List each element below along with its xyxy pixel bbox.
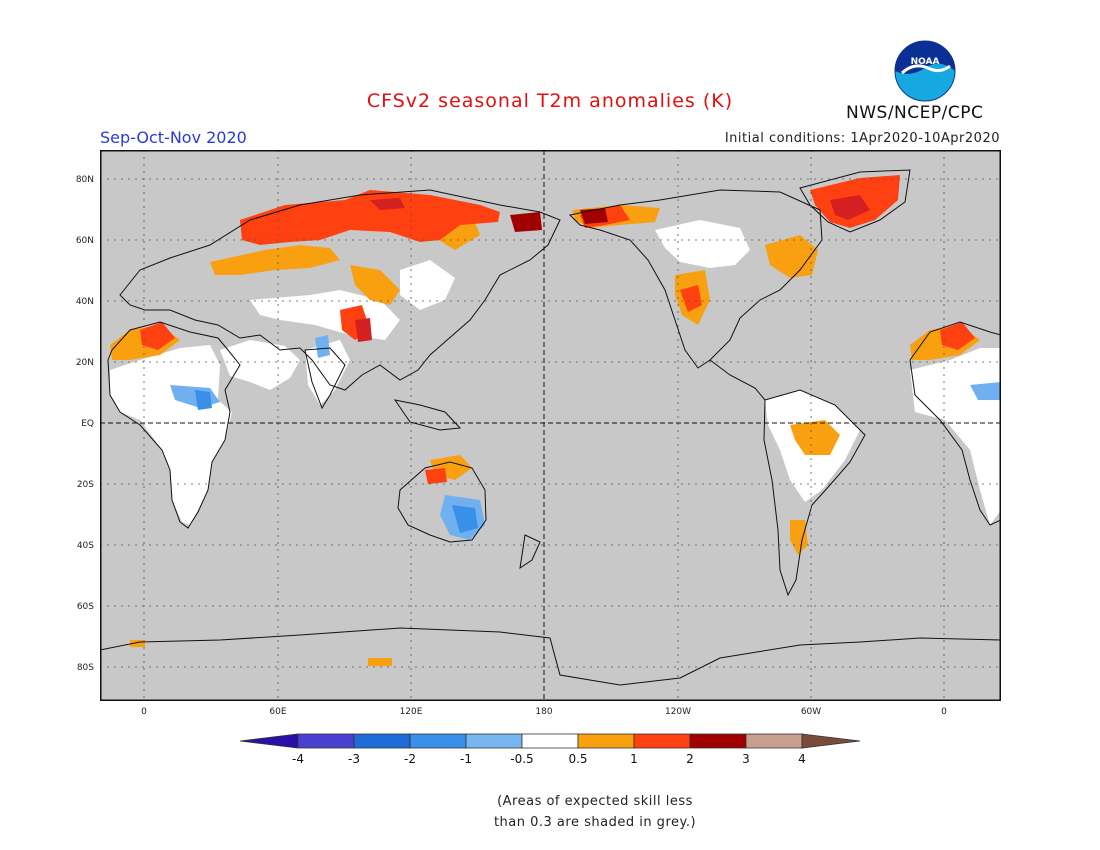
colorbar-label: 3 (742, 752, 750, 766)
footnote-line-2: than 0.3 are shaded in grey.) (493, 815, 697, 830)
colorbar-bin (633, 733, 691, 749)
colorbar-bin (465, 733, 523, 749)
colorbar-label: -3 (348, 752, 360, 766)
colorbar-arrow-right (801, 733, 861, 749)
colorbar-bin (353, 733, 411, 749)
footnote-line-1: (Areas of expected skill less (497, 794, 693, 809)
organization-label: NWS/NCEP/CPC (846, 103, 984, 123)
lat-label-60s: 60S (76, 602, 94, 612)
season-label: Sep-Oct-Nov 2020 (100, 128, 247, 147)
colorbar-label: -4 (292, 752, 304, 766)
lat-label-eq: EQ (81, 419, 94, 429)
colorbar-bin (577, 733, 635, 749)
lon-label-120e: 120E (399, 707, 423, 717)
map-frame (100, 150, 1001, 701)
colorbar-label: 2 (686, 752, 694, 766)
colorbar-bin (409, 733, 467, 749)
colorbar-bin (689, 733, 747, 749)
gridlines (100, 150, 1001, 701)
map-background (100, 150, 1001, 701)
colorbar-label: -1 (460, 752, 472, 766)
lat-label-40n: 40N (75, 297, 94, 307)
colorbar-bin (521, 733, 579, 749)
lon-label-60e: 60E (269, 707, 287, 717)
lon-label-60w: 60W (800, 707, 822, 717)
colorbar-label: -2 (404, 752, 416, 766)
lat-label-20n: 20N (75, 358, 94, 368)
colorbar-label: 0.5 (568, 752, 588, 766)
colorbar-label: 4 (798, 752, 806, 766)
lat-label-40s: 40S (76, 541, 94, 551)
anomaly-map (100, 150, 1001, 701)
lat-label-80s: 80S (76, 663, 94, 673)
noaa-logo: NOAA (894, 40, 956, 102)
map-title: CFSv2 seasonal T2m anomalies (K) (366, 90, 734, 112)
lat-label-20s: 20S (76, 480, 94, 490)
colorbar-bin (297, 733, 355, 749)
cool-anomaly-minus-2-minus-1 (195, 390, 478, 533)
colorbar-arrow-left (239, 733, 299, 749)
colorbar-label: 1 (630, 752, 638, 766)
colorbar-bin (745, 733, 803, 749)
colorbar (239, 733, 861, 749)
lat-label-80n: 80N (75, 175, 94, 185)
lon-label-120w: 120W (664, 707, 692, 717)
initial-conditions-label: Initial conditions: 1Apr2020-10Apr2020 (724, 131, 1000, 146)
svg-text:NOAA: NOAA (911, 57, 940, 67)
colorbar-label: -0.5 (510, 752, 534, 766)
lon-label-0-east: 0 (941, 707, 947, 717)
lon-label-0: 0 (141, 707, 147, 717)
reference-lines (100, 150, 1001, 701)
warm-anomaly-2-3 (355, 195, 870, 342)
lon-label-180: 180 (535, 707, 553, 717)
skill-footnote: (Areas of expected skill less than 0.3 a… (0, 791, 1100, 833)
coastlines (100, 169, 1001, 686)
lat-label-60n: 60N (75, 236, 94, 246)
